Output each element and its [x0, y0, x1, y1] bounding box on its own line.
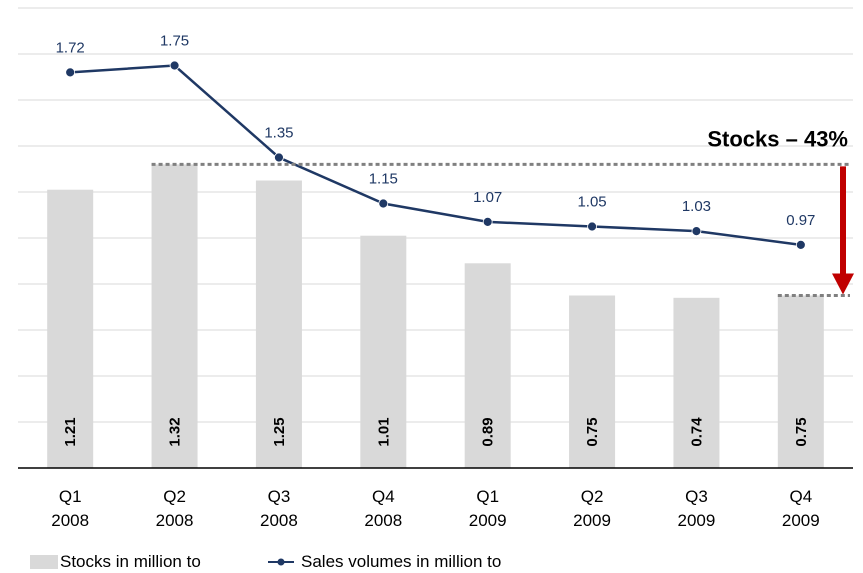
x-tick-label: Q4: [789, 487, 812, 506]
bar-value-label: 0.74: [688, 417, 705, 447]
sales-value-label: 1.15: [369, 171, 398, 188]
x-tick-label: Q1: [59, 487, 82, 506]
x-tick-label: 2009: [782, 511, 820, 530]
x-tick-label: Q1: [476, 487, 499, 506]
sales-point: [65, 67, 76, 78]
line-series: 1.72 1.75 1.35 1.15 1.07 1.05 1.03 0.97: [56, 33, 815, 250]
x-tick-label: 2008: [156, 511, 194, 530]
bar-value-label: 1.21: [62, 417, 79, 446]
sales-value-label: 1.72: [56, 39, 85, 56]
bar-value-label: 1.25: [271, 417, 288, 446]
bar-value-label: 0.75: [584, 417, 601, 446]
bars: [47, 164, 824, 468]
legend: Stocks in million to Sales volumes in mi…: [30, 552, 501, 571]
sales-value-label: 1.05: [577, 194, 606, 211]
bar-value-label: 1.32: [167, 417, 184, 446]
sales-point: [795, 239, 806, 250]
sales-point: [587, 221, 597, 232]
x-tick-labels: Q1 2008 Q2 2008 Q3 2008 Q4 2008 Q1 2009 Q2 2009 Q3 20…: [51, 487, 819, 530]
x-tick-label: Q3: [268, 487, 291, 506]
sales-value-label: 1.07: [473, 189, 502, 206]
sales-value-label: 1.75: [160, 33, 189, 50]
bar: [255, 180, 302, 468]
sales-value-label: 1.03: [682, 198, 711, 215]
x-tick-label: 2009: [573, 511, 611, 530]
bar: [673, 297, 720, 468]
x-tick-label: Q2: [581, 487, 604, 506]
gridlines: [18, 7, 853, 423]
bar-value-label: 1.01: [375, 417, 392, 446]
x-tick-label: 2009: [469, 511, 507, 530]
sales-point: [691, 226, 702, 237]
sales-value-label: 1.35: [264, 125, 293, 142]
sales-point: [482, 216, 493, 227]
annotation-text: Stocks – 43%: [707, 126, 848, 151]
x-tick-label: 2008: [51, 511, 89, 530]
x-tick-label: Q2: [163, 487, 186, 506]
sales-point: [274, 152, 284, 163]
legend-swatch-sales-marker: [277, 558, 285, 566]
stocks-change-annotation: Stocks – 43%: [151, 126, 854, 297]
legend-swatch-stocks: [30, 555, 58, 569]
bar: [569, 295, 616, 468]
x-tick-label: 2008: [364, 511, 402, 530]
x-tick-label: 2009: [678, 511, 716, 530]
bar: [151, 164, 198, 468]
bar-value-label: 0.89: [480, 417, 497, 446]
bar: [777, 295, 824, 468]
bar: [464, 263, 511, 468]
x-tick-label: Q4: [372, 487, 395, 506]
legend-label-stocks: Stocks in million to: [60, 552, 201, 571]
sales-line: [70, 64, 801, 247]
bar-value-label: 0.75: [793, 417, 810, 446]
sales-point: [169, 60, 180, 71]
sales-point: [378, 198, 389, 209]
x-tick-label: 2008: [260, 511, 298, 530]
x-tick-label: Q3: [685, 487, 708, 506]
legend-label-sales: Sales volumes in million to: [301, 552, 501, 571]
annotation-arrow-head: [832, 273, 854, 295]
sales-value-label: 0.97: [786, 212, 815, 229]
bar-labels: 1.21 1.32 1.25 1.01 0.89 0.75 0.74 0.75: [62, 417, 810, 447]
bar: [47, 189, 94, 468]
bar: [360, 235, 407, 468]
